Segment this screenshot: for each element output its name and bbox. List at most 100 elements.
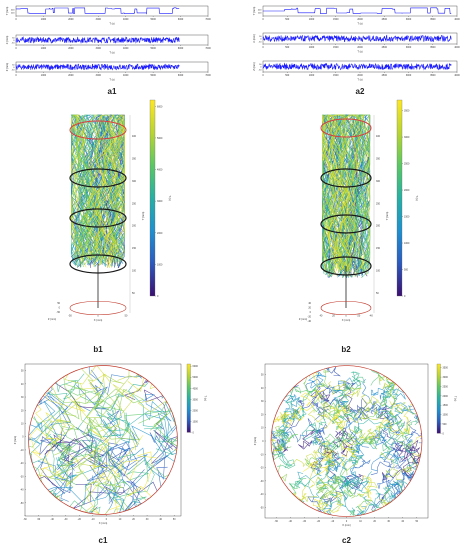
- x-tick-label: 2500: [382, 74, 388, 77]
- y-tick-label: 30: [21, 397, 24, 399]
- x-tick-label: 500: [285, 46, 290, 49]
- y-tick-label: 300: [376, 180, 381, 183]
- x-tick-label: 4000: [123, 74, 129, 77]
- trajectory: [334, 427, 354, 440]
- trajectory: [349, 114, 359, 277]
- trajectory: [322, 119, 341, 277]
- x-tick-label: 1000: [41, 47, 47, 50]
- trajectory: [379, 451, 405, 465]
- trajectory: [144, 401, 173, 443]
- colorbar-tick-label: 0: [404, 295, 406, 298]
- trajectory: [113, 114, 125, 263]
- trajectory: [391, 471, 414, 497]
- ring: [69, 208, 127, 228]
- x-tick-label: 500: [285, 18, 290, 21]
- colorbar-tick-label: 2500: [404, 163, 410, 166]
- x-tick-label: 2000: [68, 18, 74, 21]
- trajectory: [354, 397, 368, 418]
- trajectory: [307, 405, 331, 423]
- trajectory: [343, 380, 356, 395]
- trajectory: [321, 496, 334, 517]
- trajectory: [371, 482, 396, 508]
- colorbar-tick-label: 3000: [443, 376, 449, 379]
- trajectory: [94, 445, 124, 493]
- trajectory: [326, 114, 344, 271]
- trajectory: [71, 114, 84, 267]
- x-tick-label: -50: [37, 519, 41, 521]
- colorbar-label: T (s): [454, 396, 458, 401]
- x-tick-label: 3000: [406, 74, 412, 77]
- x-tick-label: 1000: [309, 18, 315, 21]
- y-axis-label: Z (mm): [5, 63, 9, 71]
- trajectory: [68, 428, 111, 469]
- trajectory: [88, 114, 116, 259]
- trajectory: [361, 406, 381, 421]
- trajectory: [305, 417, 327, 434]
- z-tick-label: 40: [308, 302, 311, 305]
- trajectory: [85, 388, 144, 410]
- y-tick-label: 350: [376, 157, 381, 160]
- series-trace: [15, 63, 180, 71]
- colorbar-tick-label: 500: [443, 423, 448, 426]
- y-tick-label: -50: [20, 503, 24, 505]
- x-axis-label: T (s): [109, 50, 114, 54]
- trajectory: [333, 476, 353, 495]
- trajectory: [315, 437, 334, 469]
- series-trace: [15, 36, 180, 44]
- y-tick-label: -40: [20, 490, 24, 492]
- trajectory: [357, 495, 375, 517]
- x-axis-label: T (s): [357, 21, 362, 25]
- trajectory: [94, 480, 125, 515]
- trajectory: [53, 445, 82, 474]
- colorbar-tick-label: 3500: [404, 110, 410, 113]
- base-ring: [320, 300, 372, 316]
- colorbar-tick-label: 3000: [157, 200, 163, 203]
- trajectory: [368, 416, 392, 441]
- trajectory: [312, 372, 326, 400]
- trajectory: [389, 400, 404, 415]
- y-axis-label: Y (mm): [252, 7, 256, 16]
- trajectory: [118, 365, 171, 371]
- trajectory: [62, 388, 127, 431]
- trajectory: [39, 412, 66, 480]
- trajectory: [404, 446, 418, 476]
- trajectory: [40, 434, 72, 494]
- y-tick-label: 200: [11, 13, 15, 15]
- trajectory: [68, 380, 120, 425]
- colorbar-tick-label: 2000: [157, 232, 163, 235]
- x-tick-label: -60: [23, 519, 27, 521]
- colorbar: [436, 363, 441, 434]
- y-tick-label: 40: [21, 384, 24, 386]
- x-tick-label: 0: [15, 47, 17, 50]
- trajectory: [332, 437, 355, 454]
- trajectory: [325, 457, 345, 479]
- x-tick-label: 7000: [205, 18, 211, 21]
- trajectory: [95, 439, 135, 478]
- x-tick-label: 1500: [333, 18, 339, 21]
- trajectory: [82, 417, 111, 441]
- x-tick-label: 500: [285, 74, 290, 77]
- trajectory: [271, 413, 293, 428]
- trajectory: [88, 484, 122, 515]
- trajectory: [381, 474, 396, 500]
- colorbar-tick-label: 3500: [443, 367, 449, 370]
- x-axis-label: X (mm): [99, 521, 108, 525]
- x-tick-label: -20: [78, 519, 82, 521]
- y-tick-label: 10: [261, 428, 264, 430]
- x-tick-label: 0: [345, 315, 347, 318]
- trajectory: [271, 438, 286, 451]
- x-tick-label: -40: [50, 519, 54, 521]
- trajectory: [102, 114, 125, 265]
- trajectory: [80, 487, 117, 515]
- x-tick-label: 6000: [178, 18, 184, 21]
- trajectory: [326, 401, 359, 430]
- trajectory: [120, 480, 141, 515]
- axes-box: [15, 34, 209, 46]
- trajectory: [371, 449, 400, 472]
- y-tick-label: 0: [260, 67, 262, 69]
- z-tick-label: -50: [57, 311, 61, 314]
- x-tick-label: 4000: [123, 47, 129, 50]
- y-axis-label: X (mm): [5, 36, 9, 45]
- trajectory: [92, 128, 113, 268]
